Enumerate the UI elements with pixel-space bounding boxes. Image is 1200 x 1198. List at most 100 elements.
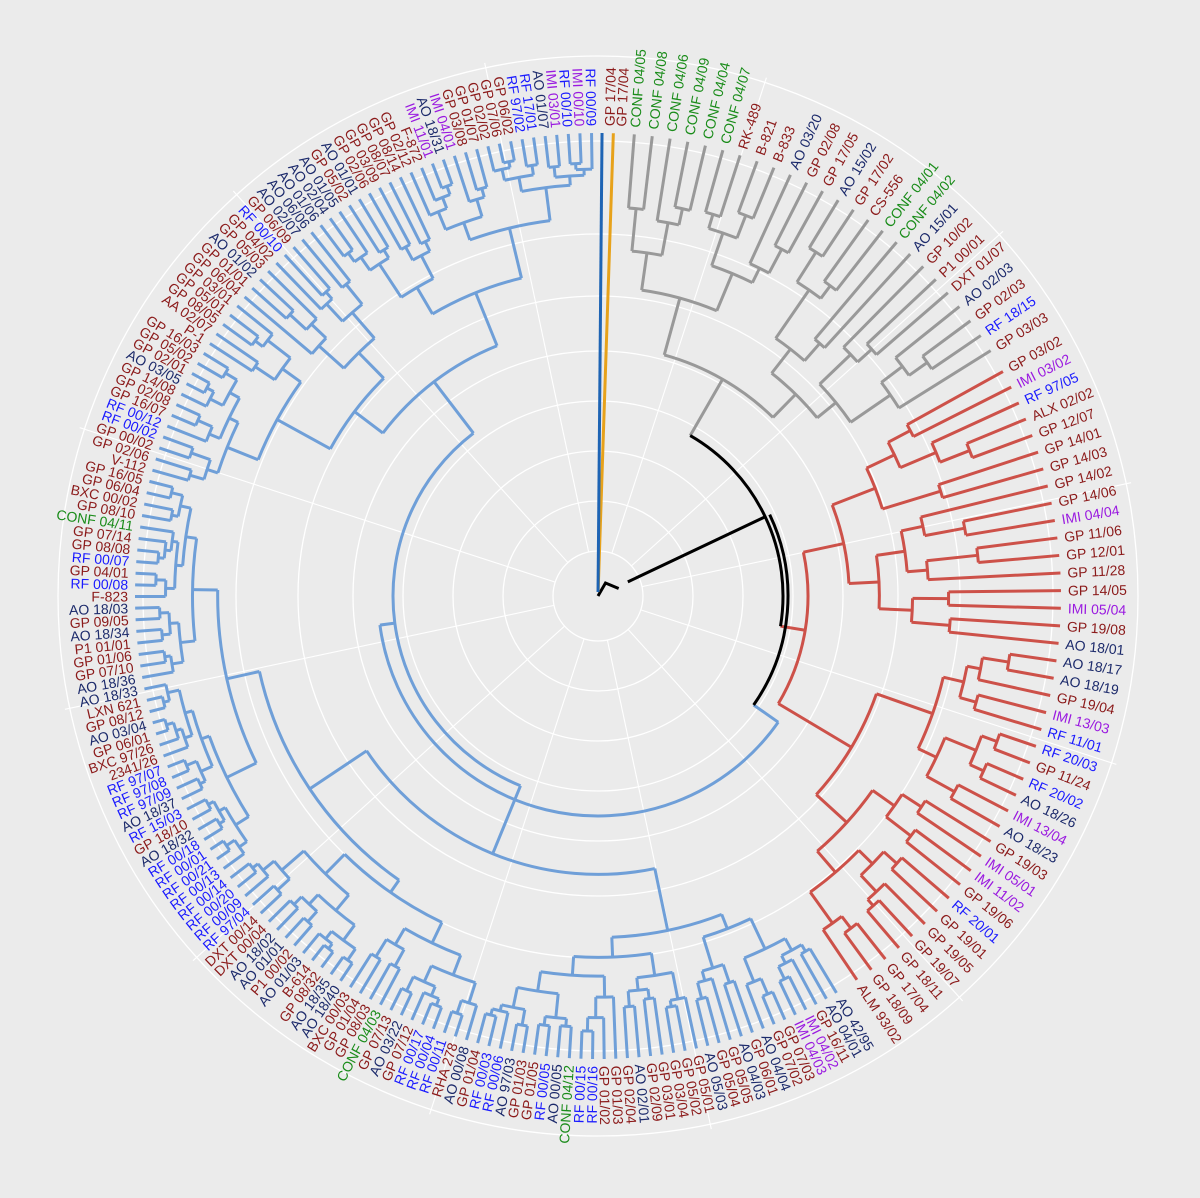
branch-segment xyxy=(887,429,911,444)
branch-segment xyxy=(848,580,880,586)
tip-label: GP 17/04 xyxy=(601,67,618,126)
branch-segment xyxy=(283,253,324,297)
grid-spoke xyxy=(627,629,964,1002)
tip-label: CONF 04/05 xyxy=(627,48,649,128)
branch-segment xyxy=(138,537,167,544)
branch-segment xyxy=(135,571,157,576)
branch-arc xyxy=(743,937,786,960)
branch-segment xyxy=(718,154,742,218)
branch-segment xyxy=(442,1010,454,1034)
tip-label: RF 00/16 xyxy=(584,1066,601,1124)
branch-segment xyxy=(238,840,248,849)
branch-segment xyxy=(543,135,551,168)
tip-label: GP 17/04 xyxy=(613,67,632,127)
branch-segment xyxy=(491,785,522,855)
branch-segment xyxy=(751,267,761,284)
branch-segment xyxy=(393,927,406,946)
branch-segment xyxy=(218,806,226,813)
branch-arc xyxy=(420,238,431,246)
branch-segment xyxy=(875,692,934,715)
branch-segment xyxy=(882,850,898,865)
branch-segment xyxy=(420,167,437,202)
branch-segment xyxy=(723,983,743,1037)
branch-segment xyxy=(533,1024,541,1055)
branch-segment xyxy=(774,289,811,340)
branch-segment xyxy=(642,136,654,210)
branch-segment xyxy=(334,893,350,912)
branch-segment xyxy=(942,467,1044,500)
branch-segment xyxy=(510,1023,519,1052)
branch-segment xyxy=(715,272,734,312)
tip-label: CONF 04/12 xyxy=(556,1064,577,1144)
branch-segment xyxy=(436,211,448,231)
branch-segment xyxy=(349,953,373,988)
branch-segment xyxy=(771,393,797,419)
branch-segment xyxy=(167,688,180,695)
branch-segment xyxy=(276,907,300,931)
branch-segment xyxy=(209,397,224,407)
branch-segment xyxy=(677,208,684,226)
branch-segment xyxy=(280,849,305,872)
branch-segment xyxy=(596,133,604,593)
branch-segment xyxy=(773,182,809,247)
branch-segment xyxy=(388,181,423,245)
branch-segment xyxy=(745,984,765,1030)
branch-segment xyxy=(348,204,381,254)
branch-segment xyxy=(143,502,174,512)
branch-segment xyxy=(191,372,211,385)
branch-arc xyxy=(378,245,389,254)
branch-segment xyxy=(950,617,1061,628)
branch-segment xyxy=(911,620,950,627)
branch-segment xyxy=(966,664,981,671)
branch-segment xyxy=(511,987,519,1008)
tip-label: AO 00/05 xyxy=(544,1063,565,1124)
grid-spoke xyxy=(641,482,1132,588)
tip-label: F-823 xyxy=(91,589,128,605)
branch-segment xyxy=(475,148,489,188)
branch-segment xyxy=(158,556,165,560)
branch-segment xyxy=(866,909,901,949)
branch-segment xyxy=(434,998,441,1006)
tip-label: RF 00/15 xyxy=(571,1065,589,1123)
branch-arc xyxy=(485,1012,497,1018)
branch-segment xyxy=(1007,668,1054,680)
branch-segment xyxy=(358,198,390,249)
branch-segment xyxy=(276,418,332,451)
tip-label: GP 11/28 xyxy=(1067,562,1126,581)
branch-arc xyxy=(342,337,376,370)
branch-segment xyxy=(701,936,715,969)
branch-arc xyxy=(992,733,1002,750)
branch-segment xyxy=(209,839,225,851)
branch-segment xyxy=(767,248,783,274)
branch-segment xyxy=(136,627,162,633)
branch-segment xyxy=(251,884,275,906)
branch-segment xyxy=(179,504,192,510)
branch-segment xyxy=(405,976,415,992)
tip-label: IMI 00/10 xyxy=(569,68,587,127)
branch-segment xyxy=(790,958,818,1006)
branch-arc xyxy=(575,167,593,172)
branch-segment xyxy=(865,278,937,346)
branch-segment xyxy=(673,141,690,208)
branch-segment xyxy=(368,192,403,251)
branch-arc xyxy=(890,856,903,871)
branch-segment xyxy=(977,693,1047,715)
branch-segment xyxy=(167,758,186,769)
branch-segment xyxy=(171,769,190,780)
branch-segment xyxy=(857,849,874,865)
branch-segment xyxy=(736,160,759,214)
branch-segment xyxy=(171,539,179,544)
branch-segment xyxy=(302,932,321,954)
tip-label: P1 01/01 xyxy=(74,636,132,658)
branch-segment xyxy=(464,151,479,191)
branch-segment xyxy=(224,371,238,382)
branch-segment xyxy=(346,948,357,961)
branch-segment xyxy=(191,808,212,821)
branch-segment xyxy=(993,747,1031,765)
branch-segment xyxy=(358,958,382,995)
branch-segment xyxy=(567,1026,573,1059)
branch-segment xyxy=(197,419,213,429)
branch-arc xyxy=(808,246,824,258)
branch-segment xyxy=(152,468,189,482)
